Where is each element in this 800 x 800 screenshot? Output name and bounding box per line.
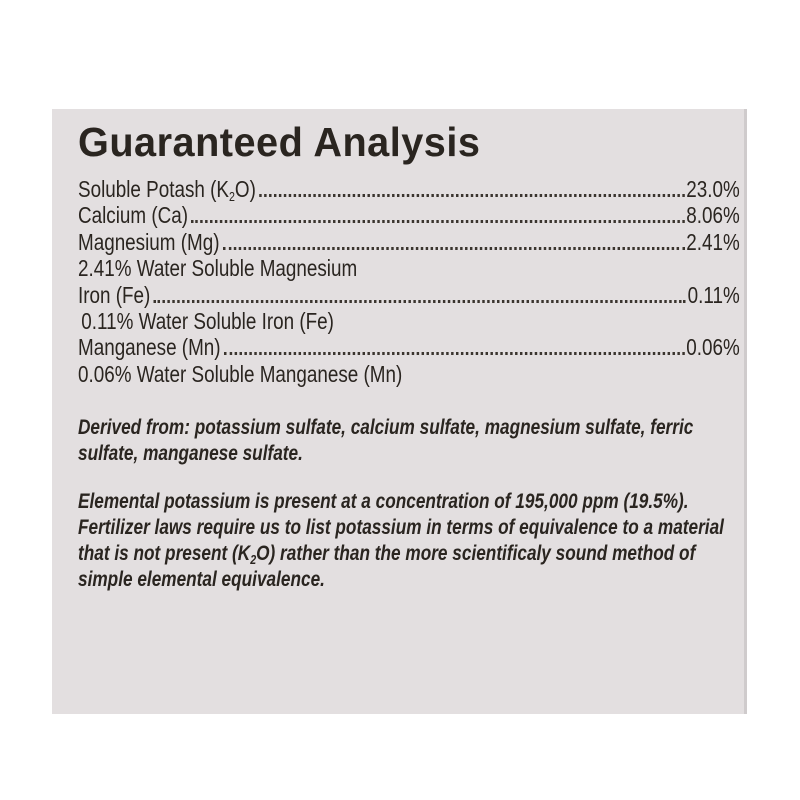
dot-leader xyxy=(222,246,685,250)
row-label: Iron (Fe) xyxy=(78,281,151,308)
elemental-potassium-note: Elemental potassium is present at a conc… xyxy=(78,490,724,592)
dot-leader xyxy=(259,194,685,197)
dot-leader xyxy=(153,299,687,303)
analysis-row-manganese: Manganese (Mn) 0.06% xyxy=(78,334,740,360)
analysis-row-calcium: Calcium (Ca) 8.06% xyxy=(78,202,740,228)
row-value: 0.06% xyxy=(686,334,740,361)
analysis-note-iron: 0.11% Water Soluble Iron (Fe) xyxy=(81,308,334,335)
dot-leader xyxy=(191,220,685,224)
analysis-row-potash: Soluble Potash (K2O) 23.0% xyxy=(78,176,740,204)
label-panel xyxy=(52,109,747,714)
row-label: Calcium (Ca) xyxy=(78,202,189,229)
analysis-note-manganese: 0.06% Water Soluble Manganese (Mn) xyxy=(78,360,403,387)
row-label: Manganese (Mn) xyxy=(78,334,221,361)
label-content: Guaranteed Analysis Soluble Potash (K2O)… xyxy=(78,118,740,593)
derived-from-text: Derived from: potassium sulfate, calcium… xyxy=(78,416,694,466)
dot-leader xyxy=(223,352,685,356)
row-value: 23.0% xyxy=(686,176,740,202)
row-value: 2.41% xyxy=(686,228,740,255)
row-label: Soluble Potash (K2O) xyxy=(78,176,256,204)
row-value: 8.06% xyxy=(686,202,740,229)
row-value: 0.11% xyxy=(687,281,740,308)
analysis-row-magnesium: Magnesium (Mg) 2.41% xyxy=(78,229,740,255)
analysis-note-magnesium: 2.41% Water Soluble Magnesium xyxy=(78,255,358,282)
row-label: Magnesium (Mg) xyxy=(78,228,220,255)
analysis-row-iron: Iron (Fe) 0.11% xyxy=(78,282,740,308)
guaranteed-analysis-title: Guaranteed Analysis xyxy=(78,119,481,165)
